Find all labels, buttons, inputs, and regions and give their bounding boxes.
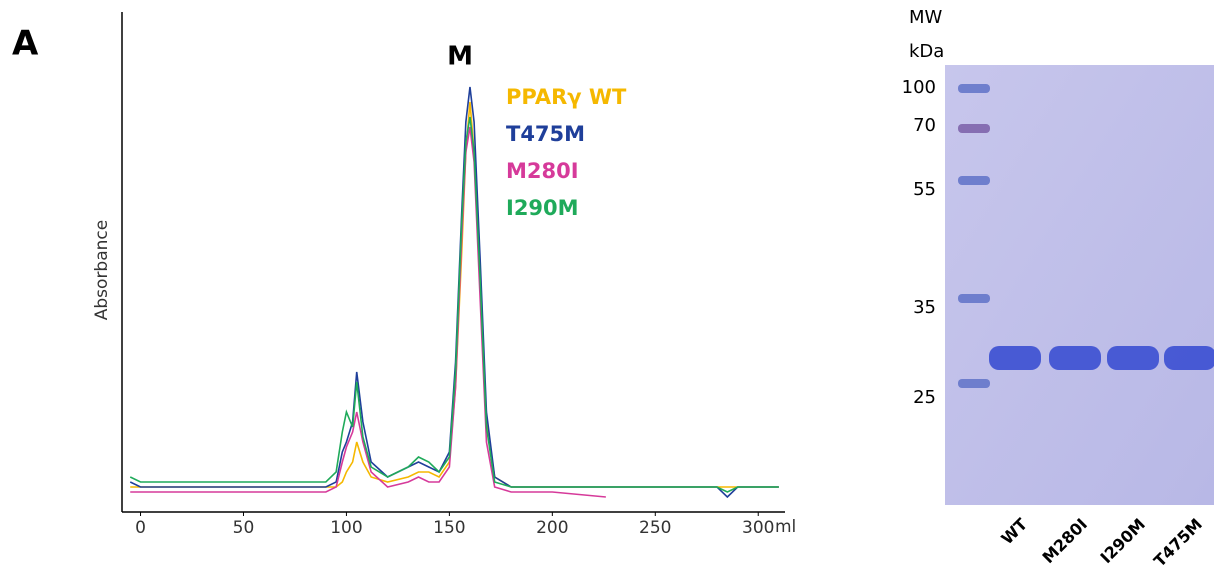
marker-band (958, 294, 990, 303)
mw-marker-label: 70 (913, 115, 936, 136)
x-tick-label: 50 (233, 518, 255, 538)
x-tick-label: 100 (330, 518, 362, 538)
series-line (129, 116, 779, 493)
gel-unit: kDa (909, 41, 944, 62)
series-line (130, 126, 606, 498)
mw-marker-label: 55 (913, 179, 936, 200)
sample-band (1049, 346, 1101, 370)
marker-band (958, 124, 990, 133)
x-tick-label: 150 (433, 518, 465, 538)
mw-marker-label: 100 (902, 77, 936, 98)
legend-entry: M280I (506, 159, 579, 183)
lane-label: WT (997, 515, 1031, 549)
x-tick-label: 0 (135, 518, 146, 538)
y-axis-label: Absorbance (92, 220, 112, 320)
lane-label: M280I (1038, 515, 1091, 568)
gel-mw-title: MW (909, 7, 943, 28)
x-tick-label: 300 (742, 518, 774, 538)
sample-band (989, 346, 1041, 370)
series-line (130, 101, 779, 488)
lane-label: T475M (1150, 515, 1206, 571)
sample-band (1107, 346, 1159, 370)
x-tick-label: 200 (536, 518, 568, 538)
x-tick-label: 250 (639, 518, 671, 538)
marker-band (958, 379, 990, 388)
mw-marker-label: 25 (913, 387, 936, 408)
legend-entry: T475M (506, 122, 585, 146)
series-line (129, 86, 779, 499)
peak-annotation: M (447, 42, 473, 72)
lane-label: I290M (1096, 515, 1149, 568)
panel-label: A (12, 24, 39, 64)
mw-marker-label: 35 (913, 297, 936, 318)
marker-band (958, 176, 990, 185)
legend-entry: PPARγ WT (506, 85, 627, 109)
x-axis-label: ml (775, 517, 796, 537)
gel (945, 65, 1214, 505)
sample-band (1164, 346, 1214, 370)
legend-entry: I290M (506, 196, 579, 220)
marker-band (958, 84, 990, 93)
